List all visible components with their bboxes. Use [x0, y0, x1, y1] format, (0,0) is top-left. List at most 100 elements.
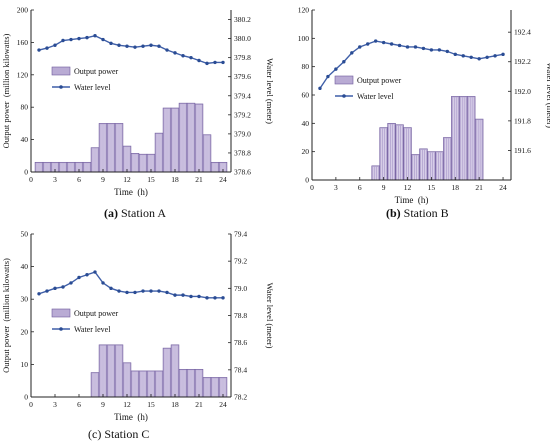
- x-tick-label: 3: [53, 175, 57, 184]
- caption-station-b: (b) Station B: [386, 206, 449, 221]
- y-right-tick-label: 79.4: [234, 230, 247, 239]
- y-right-tick-label: 78.6: [234, 338, 247, 347]
- x-tick-label: 15: [147, 400, 155, 409]
- y-left-tick-label: 20: [21, 327, 29, 336]
- y-axis-right-label: Water level (meter): [545, 62, 550, 128]
- water-level-point-23: [213, 296, 217, 300]
- water-level-point-22: [485, 55, 489, 60]
- caption-text: Station B: [400, 206, 449, 220]
- water-level-point-24: [221, 60, 225, 65]
- caption-letter: (a): [104, 206, 118, 220]
- legend-marker-water-level: [342, 94, 346, 98]
- x-tick-label: 0: [29, 175, 33, 184]
- y-right-tick-label: 379.0: [234, 129, 251, 138]
- water-level-point-18: [173, 51, 177, 55]
- x-tick-label: 0: [29, 400, 33, 409]
- x-tick-label: 9: [101, 175, 105, 184]
- water-level-point-14: [141, 289, 145, 293]
- legend-marker-water-level: [59, 327, 63, 331]
- chart-station-c: 0 3 6 9 12 15 18 21 24 0 10 20 30 40 50 78.2 78.4 78.6 78.…: [1, 230, 275, 423]
- water-level-point-7: [366, 42, 370, 46]
- chart-panel-station-b: 0 3 6 9 12 15 18 21 24 0 20 40 60 80 100 120 191.6 191.8 1…: [275, 0, 550, 212]
- water-level-point-19: [461, 54, 465, 58]
- legend-label-water-level: Water level: [74, 83, 111, 92]
- water-level-point-11: [397, 43, 402, 48]
- x-tick-label: 15: [428, 183, 436, 192]
- water-level-point-16: [157, 44, 161, 48]
- y-left-tick-label: 60: [302, 91, 310, 100]
- caption-letter: (c): [88, 427, 102, 441]
- water-level-point-12: [125, 44, 129, 48]
- water-level-point-10: [109, 286, 113, 291]
- y-left-tick-label: 30: [21, 295, 29, 304]
- y-right-tick-label: 380.0: [234, 34, 251, 43]
- water-level-point-23: [493, 54, 497, 58]
- legend-swatch-output-power: [334, 75, 354, 85]
- water-level-point-3: [53, 286, 57, 291]
- x-tick-label: 12: [123, 400, 131, 409]
- water-level-point-5: [69, 281, 73, 285]
- y-right-tick-label: 78.8: [234, 311, 247, 320]
- caption-letter: (b): [386, 206, 401, 220]
- water-level-point-17: [165, 290, 169, 295]
- y-left-tick-label: 40: [302, 119, 310, 128]
- x-tick-label: 21: [195, 175, 203, 184]
- chart-panel-station-a: 0 3 6 9 12 15 18 21 24 0 40 80 120 160 200 378.6 378.8 37…: [0, 0, 275, 212]
- water-level-point-7: [85, 35, 89, 40]
- water-level-point-10: [109, 41, 113, 46]
- x-axis-label: Time (h): [114, 187, 148, 197]
- legend-label-water-level: Water level: [357, 92, 394, 101]
- water-level-point-2: [45, 46, 49, 50]
- water-level-point-15: [429, 48, 434, 52]
- water-level-point-24: [221, 296, 225, 300]
- legend-label-water-level: Water level: [74, 325, 111, 334]
- water-level-point-10: [389, 42, 394, 46]
- y-left-tick-label: 40: [21, 135, 29, 144]
- water-level-point-17: [445, 49, 450, 54]
- x-tick-label: 3: [53, 400, 57, 409]
- x-tick-label: 21: [475, 183, 483, 192]
- y-right-tick-label: 191.6: [514, 146, 531, 155]
- water-level-point-20: [189, 55, 193, 60]
- chart-station-a: 0 3 6 9 12 15 18 21 24 0 40 80 120 160 200 378.6 378.8 37…: [1, 6, 275, 198]
- y-right-tick-label: 79.2: [234, 257, 247, 266]
- y-left-tick-label: 120: [17, 70, 29, 79]
- water-level-point-11: [117, 289, 121, 293]
- legend-label-output-power: Output power: [74, 309, 119, 318]
- water-level-point-16: [437, 48, 442, 52]
- y-right-tick-label: 379.8: [234, 53, 251, 62]
- water-level-point-2: [45, 289, 49, 293]
- chart-station-b: 0 3 6 9 12 15 18 21 24 0 20 40 60 80 100 120 191.6 191.8 1…: [298, 6, 550, 206]
- y-left-tick-label: 0: [24, 168, 28, 177]
- x-tick-label: 0: [310, 183, 314, 192]
- water-level-point-18: [453, 52, 457, 57]
- water-level-point-21: [197, 294, 201, 299]
- y-right-tick-label: 378.8: [234, 148, 251, 157]
- water-level-point-15: [149, 289, 153, 293]
- water-level-point-23: [213, 60, 217, 65]
- y-left-tick-label: 120: [298, 6, 310, 15]
- y-left-tick-label: 0: [305, 176, 309, 185]
- x-tick-label: 6: [77, 175, 81, 184]
- water-level-point-13: [133, 45, 137, 49]
- water-level-point-9: [101, 281, 105, 285]
- y-left-tick-label: 20: [302, 147, 310, 156]
- x-tick-label: 18: [171, 400, 179, 409]
- water-level-point-14: [141, 44, 145, 48]
- water-level-point-14: [421, 46, 426, 51]
- y-left-tick-label: 200: [17, 6, 29, 15]
- y-right-tick-label: 79.0: [234, 284, 247, 293]
- water-level-point-5: [350, 51, 354, 55]
- water-level-point-8: [93, 34, 97, 38]
- y-right-tick-label: 192.4: [514, 28, 531, 37]
- water-level-point-20: [189, 294, 193, 299]
- y-axis-left-label: Output power (million kilowatts): [1, 33, 11, 148]
- y-right-tick-label: 191.8: [514, 116, 531, 125]
- y-left-tick-label: 10: [21, 360, 29, 369]
- water-level-point-4: [342, 60, 346, 64]
- y-right-tick-label: 192.2: [514, 57, 531, 66]
- y-left-tick-label: 50: [21, 230, 29, 239]
- y-left-tick-label: 80: [302, 62, 310, 71]
- x-tick-label: 24: [499, 183, 507, 192]
- y-right-tick-label: 379.6: [234, 72, 251, 81]
